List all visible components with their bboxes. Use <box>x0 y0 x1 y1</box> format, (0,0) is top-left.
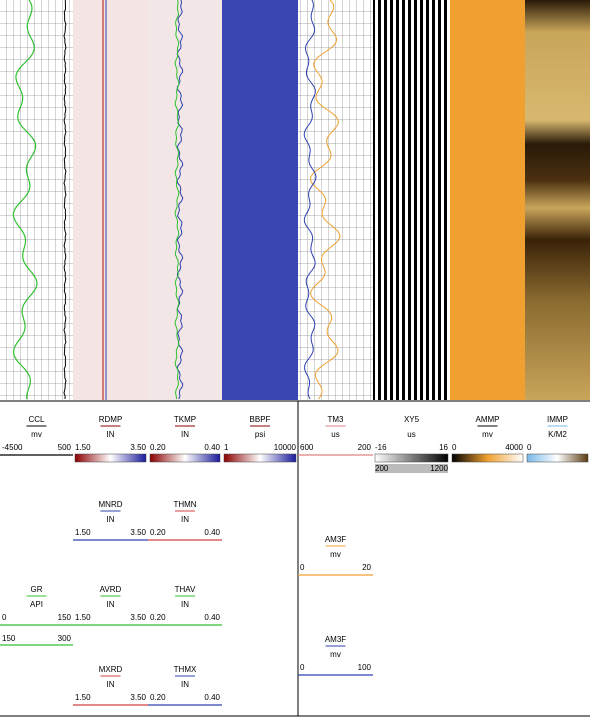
scale-max: 3.50 <box>130 443 146 452</box>
curve-name: IMMP <box>547 415 568 424</box>
curve-unit: IN <box>107 680 115 689</box>
track-tm3 <box>298 0 373 400</box>
legend: CCL mv -4500 500 RDMP IN 1.50 3.50 TKMP IN 0.20 0.4… <box>0 415 589 706</box>
curves <box>12 0 341 400</box>
scale-min: 600 <box>300 443 314 452</box>
scale-min: 200 <box>375 464 389 473</box>
curve-name: AM3F <box>325 635 346 644</box>
curve-unit: psi <box>255 430 265 439</box>
scale-min: 0 <box>452 443 457 452</box>
scale-min: 1.50 <box>75 443 91 452</box>
color-bar <box>74 453 147 463</box>
curve-name: TKMP <box>174 415 196 424</box>
curve-unit: IN <box>107 430 115 439</box>
scale-min: 0 <box>300 563 305 572</box>
curve-name: MNRD <box>99 500 123 509</box>
scale-min: -16 <box>375 443 387 452</box>
scale-max: 100 <box>358 663 372 672</box>
scale-max: 10000 <box>274 443 297 452</box>
scale-max: 0.40 <box>204 443 220 452</box>
track-tkmp <box>148 0 222 400</box>
scale-max: 1200 <box>430 464 448 473</box>
curve-name: CCL <box>28 415 45 424</box>
color-bar <box>375 464 448 473</box>
scale-min: 0 <box>300 663 305 672</box>
scale-min: 1.50 <box>75 613 91 622</box>
curve-unit: IN <box>107 600 115 609</box>
curve <box>309 0 341 400</box>
log-tracks <box>0 0 590 400</box>
scale-min: 0.20 <box>150 693 166 702</box>
color-bar <box>374 453 449 463</box>
curve-unit: mv <box>330 650 341 659</box>
curve <box>12 0 38 400</box>
curve-name: GR <box>31 585 43 594</box>
scale-max: 0.40 <box>204 613 220 622</box>
scale-min: 1.50 <box>75 693 91 702</box>
curve <box>303 0 317 400</box>
scale-max: 0.40 <box>204 528 220 537</box>
scale-min: 1 <box>224 443 229 452</box>
curve <box>63 0 67 400</box>
scale-min: 0.20 <box>150 613 166 622</box>
scale-min: 0.20 <box>150 443 166 452</box>
curve-name: TM3 <box>328 415 345 424</box>
curve-name: THAV <box>175 585 196 594</box>
scale-min: 150 <box>2 634 16 643</box>
color-bar <box>526 453 589 463</box>
curve-name: AMMP <box>476 415 500 424</box>
curve-name: RDMP <box>99 415 123 424</box>
curve-unit: us <box>407 430 415 439</box>
track-ccl <box>0 0 73 400</box>
curve-unit: IN <box>107 515 115 524</box>
curve-unit: us <box>331 430 339 439</box>
curve <box>176 0 184 400</box>
scale-max: 0.40 <box>204 693 220 702</box>
scale-min: 0.20 <box>150 528 166 537</box>
track-rdmp <box>73 0 148 400</box>
scale-max: 500 <box>58 443 72 452</box>
track-xy5 <box>373 0 450 400</box>
scale-max: 3.50 <box>130 693 146 702</box>
scale-max: 150 <box>58 613 72 622</box>
color-bar <box>149 453 221 463</box>
scale-min: 0 <box>2 613 7 622</box>
curve-name: XY5 <box>404 415 420 424</box>
curve-unit: IN <box>181 515 189 524</box>
scale-max: 3.50 <box>130 613 146 622</box>
curve-unit: mv <box>330 550 341 559</box>
curve-unit: API <box>30 600 43 609</box>
curve-unit: IN <box>181 680 189 689</box>
scale-max: 200 <box>358 443 372 452</box>
scale-max: 300 <box>58 634 72 643</box>
curve-name: THMN <box>173 500 196 509</box>
curve-unit: IN <box>181 430 189 439</box>
curve-unit: mv <box>482 430 493 439</box>
curve-unit: K/M2 <box>548 430 567 439</box>
scale-max: 4000 <box>505 443 523 452</box>
curve-name: THMX <box>174 665 197 674</box>
curve-unit: IN <box>181 600 189 609</box>
track-ammp <box>450 0 525 400</box>
scale-min: 0 <box>527 443 532 452</box>
curve-name: AVRD <box>100 585 122 594</box>
scale-max: 20 <box>362 563 371 572</box>
scale-min: 1.50 <box>75 528 91 537</box>
scale-max: 16 <box>439 443 448 452</box>
scale-max: 3.50 <box>130 528 146 537</box>
curve-name: BBPF <box>250 415 271 424</box>
track-bbpf <box>222 0 298 400</box>
color-bar <box>223 453 297 463</box>
curve <box>174 0 180 400</box>
track-immp <box>525 0 590 400</box>
curve-name: MXRD <box>99 665 123 674</box>
curve-name: AM3F <box>325 535 346 544</box>
color-bar <box>451 453 524 463</box>
scale-min: -4500 <box>2 443 23 452</box>
curve-unit: mv <box>31 430 42 439</box>
